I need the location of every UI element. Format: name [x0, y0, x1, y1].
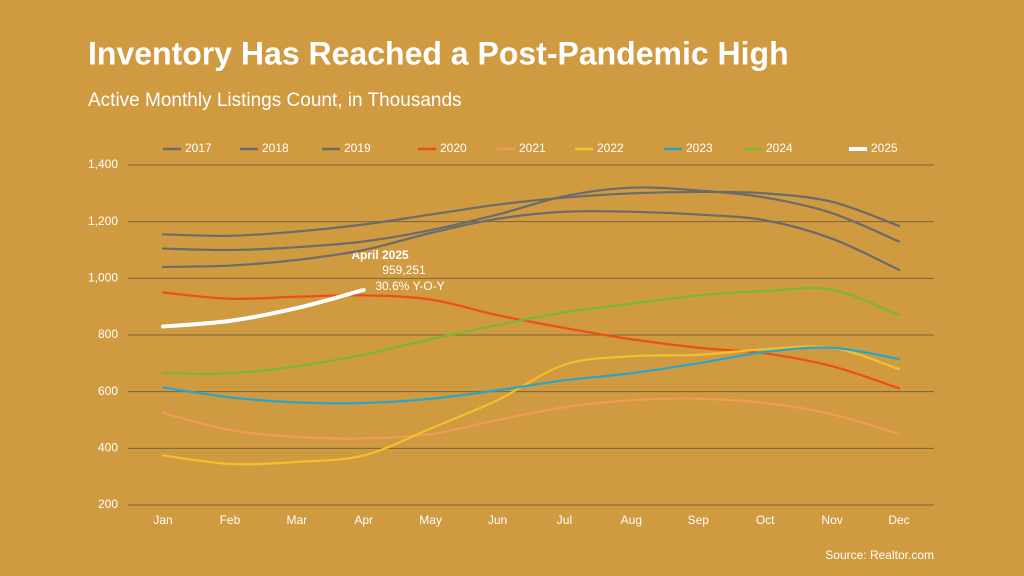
- y-tick-label: 1,400: [88, 157, 118, 171]
- legend-label: 2024: [766, 141, 793, 155]
- series-line: [161, 291, 901, 390]
- legend-label: 2022: [597, 141, 624, 155]
- x-tick-label: Sep: [688, 513, 710, 527]
- legend-label: 2025: [871, 141, 898, 155]
- series-line: [161, 345, 901, 466]
- y-tick-label: 1,000: [88, 271, 118, 285]
- legend-label: 2017: [185, 141, 212, 155]
- x-tick-label: May: [419, 513, 442, 527]
- y-tick-label: 200: [98, 497, 118, 511]
- y-tick-label: 800: [98, 327, 118, 341]
- x-tick-label: Jun: [488, 513, 507, 527]
- x-tick-label: Jul: [557, 513, 572, 527]
- x-tick-label: Aug: [621, 513, 642, 527]
- chart-subtitle: Active Monthly Listings Count, in Thousa…: [88, 90, 462, 111]
- chart-title: Inventory Has Reached a Post-Pandemic Hi…: [88, 35, 789, 71]
- series-line: [161, 286, 901, 375]
- x-tick-label: Oct: [756, 513, 775, 527]
- source: Source: Realtor.com: [825, 548, 934, 562]
- annotation-value: 959,251: [382, 263, 426, 277]
- legend-label: 2020: [440, 141, 467, 155]
- y-tick-label: 1,200: [88, 214, 118, 228]
- x-tick-label: Apr: [354, 513, 373, 527]
- x-tick-label: Nov: [821, 513, 842, 527]
- series-line: [161, 287, 366, 329]
- x-tick-label: Jan: [153, 513, 172, 527]
- legend-label: 2019: [344, 141, 371, 155]
- series-line: [161, 186, 901, 252]
- annotation-change: 30.6% Y-O-Y: [375, 279, 444, 293]
- series-line: [161, 346, 901, 405]
- x-tick-label: Mar: [286, 513, 307, 527]
- series-line: [161, 397, 901, 440]
- legend-label: 2023: [686, 141, 713, 155]
- x-tick-label: Dec: [888, 513, 909, 527]
- series-line: [161, 210, 901, 271]
- legend-label: 2018: [262, 141, 289, 155]
- x-tick-label: Feb: [220, 513, 241, 527]
- legend-label: 2021: [519, 141, 546, 155]
- y-tick-label: 600: [98, 384, 118, 398]
- y-tick-label: 400: [98, 441, 118, 455]
- series-line: [161, 190, 901, 238]
- annotation-title: April 2025: [351, 248, 409, 262]
